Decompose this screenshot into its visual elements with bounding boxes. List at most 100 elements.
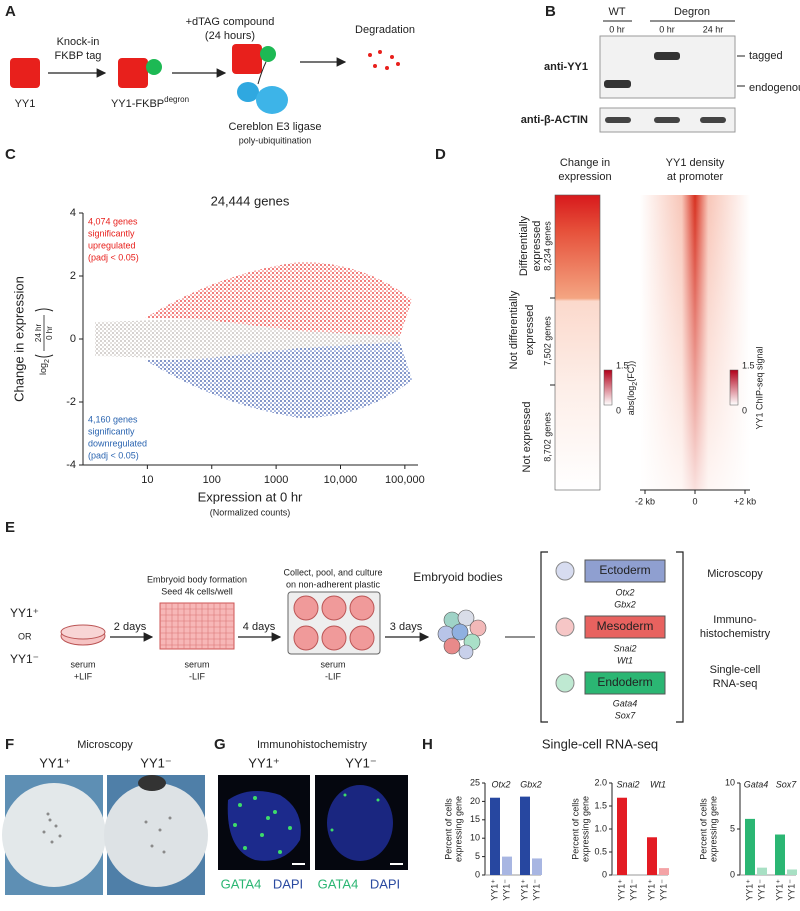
culture-plate (287, 591, 381, 655)
y-tick-label: 0 (475, 869, 480, 879)
yy1-protein (232, 44, 262, 74)
shape (50, 840, 54, 844)
panel-title: Immunohistochemistry (257, 739, 368, 751)
shape (42, 812, 62, 844)
y-tick-label: 10 (470, 833, 480, 843)
process-label: poly-ubiquitination (239, 135, 312, 145)
x-tick-label: YY1⁻ (756, 879, 766, 901)
band (605, 117, 631, 123)
y-tick-label: 25 (470, 777, 480, 787)
step-text: on non-adherent plastic (286, 579, 381, 589)
bar (757, 867, 767, 875)
shape (349, 625, 375, 651)
chart-title: 24,444 genes (211, 193, 290, 208)
assay: histochemistry (700, 628, 771, 640)
x-axis-label: Expression at 0 hr (198, 489, 303, 504)
culture-dish (60, 624, 106, 640)
stain-label: DAPI (273, 876, 303, 891)
panel-label: G (214, 736, 226, 753)
condition: serum (70, 659, 95, 669)
shape (162, 850, 166, 854)
shape (469, 619, 487, 637)
shape (443, 637, 461, 655)
y-tick-label: 0 (70, 333, 76, 345)
formula-text: 0 hr (45, 326, 54, 340)
layer-name: Mesoderm (597, 619, 654, 633)
band (700, 117, 726, 123)
band (654, 117, 680, 123)
bar (647, 837, 657, 875)
yy1-protein (10, 58, 40, 88)
ligase-label: Cereblon E3 ligase (229, 121, 322, 133)
stain-label: GATA4 (318, 876, 359, 891)
y-tick-label: 0.5 (594, 846, 607, 856)
column-title: Change in (560, 157, 610, 169)
x-tick-label: YY1⁻ (658, 879, 668, 901)
shape (321, 625, 347, 651)
bar (520, 796, 530, 875)
fragments (368, 50, 400, 70)
duration: 3 days (390, 621, 423, 633)
annotation: (padj < 0.05) (88, 450, 139, 460)
step-text: Knock-in (57, 36, 100, 48)
y-tick-label: -2 (66, 396, 76, 408)
embryoid-body (437, 609, 487, 660)
protein-label: YY1 (15, 98, 36, 110)
group-label: Gbx2 (520, 779, 542, 789)
x-tick-label: YY1⁻ (628, 879, 638, 901)
bar (532, 858, 542, 875)
panel-label: E (5, 519, 15, 536)
colorbar-label: abs(log2(FC)) (626, 361, 638, 415)
shape (158, 828, 162, 832)
group-label: Snai2 (616, 779, 639, 789)
formula-text: 24 hr (34, 324, 43, 343)
group-count: 8,702 genes (542, 412, 552, 462)
group-label: Gata4 (744, 779, 769, 789)
shape (349, 595, 375, 621)
condition: serum (320, 659, 345, 669)
panel-label: A (5, 3, 16, 20)
layer-box (584, 671, 666, 695)
group-label: Not expressed (521, 402, 533, 473)
duration: 2 days (114, 621, 147, 633)
shape (160, 603, 234, 649)
layer-box (584, 615, 666, 639)
panel-title: Microscopy (77, 739, 133, 751)
condition: YY1⁻ (345, 755, 376, 770)
x-tick-label: YY1⁺ (646, 879, 656, 901)
gene: Gbx2 (614, 599, 636, 609)
stain-label: GATA4 (221, 876, 262, 891)
y-axis-formula: log2 24 hr 0 hr (34, 308, 54, 375)
annotation: (padj < 0.05) (88, 252, 139, 262)
stain-label: DAPI (370, 876, 400, 891)
point-cloud (145, 342, 412, 418)
x-tick-label: YY1⁺ (744, 879, 754, 901)
x-tick-label: 1000 (264, 474, 288, 486)
condition: serum (184, 659, 209, 669)
group-label: WT (608, 6, 625, 18)
shape (321, 595, 347, 621)
step-text: Collect, pool, and culture (283, 567, 382, 577)
x-tick-label: 100 (203, 474, 221, 486)
step-text: (24 hours) (205, 30, 255, 42)
bar (617, 797, 627, 875)
shape (260, 833, 264, 837)
shape (150, 844, 154, 848)
point-cloud (145, 262, 412, 336)
blot (599, 35, 736, 99)
x-axis-note: (Normalized counts) (210, 507, 291, 517)
y-tick-label: 1.0 (594, 823, 607, 833)
condition: -LIF (189, 671, 206, 681)
y-axis-label: expressing gene (453, 796, 463, 862)
annotation: downregulated (88, 438, 147, 448)
shape (373, 64, 377, 68)
assay: RNA-seq (713, 678, 758, 690)
assay: Immuno- (713, 614, 757, 626)
panel-label: F (5, 736, 14, 753)
fkbp-tag (260, 46, 276, 62)
y-tick-label: 0 (602, 869, 607, 879)
lane-label: 0 hr (659, 24, 675, 34)
x-tick-label: YY1⁻ (531, 879, 541, 901)
shape (104, 783, 208, 887)
group-count: 8,234 genes (542, 221, 552, 271)
